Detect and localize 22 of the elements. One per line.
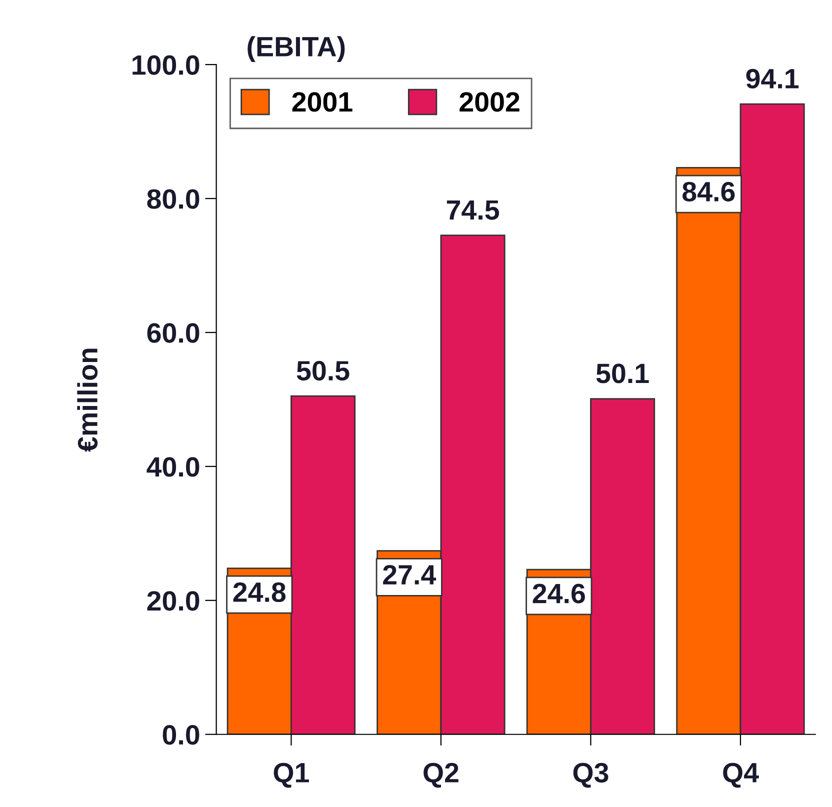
x-tick-label: Q4	[723, 762, 759, 788]
data-label: 84.6	[682, 182, 735, 202]
x-tick-label: Q2	[424, 762, 458, 788]
y-tick-label: 0.0	[162, 725, 200, 745]
data-label: 94.1	[746, 68, 799, 89]
data-label: 24.6	[532, 584, 585, 604]
data-label: 24.8	[233, 582, 286, 602]
y-axis-title: €million	[77, 348, 98, 452]
chart-title: (EBITA)	[248, 36, 345, 62]
data-label: 50.5	[296, 360, 350, 381]
data-label: 74.5	[446, 200, 500, 220]
data-label: 27.4	[383, 564, 436, 584]
x-tick-label: Q3	[573, 762, 608, 788]
x-tick-label: Q1	[274, 762, 309, 788]
data-label: 50.1	[596, 364, 649, 384]
y-tick-label: 80.0	[147, 189, 200, 209]
legend-label: 2001	[292, 92, 352, 112]
y-tick-label: 100.0	[132, 55, 200, 75]
y-tick-label: 20.0	[147, 591, 200, 611]
y-tick-label: 40.0	[146, 457, 200, 477]
y-tick-label: 60.0	[147, 323, 200, 343]
legend-label: 2002	[460, 92, 520, 112]
